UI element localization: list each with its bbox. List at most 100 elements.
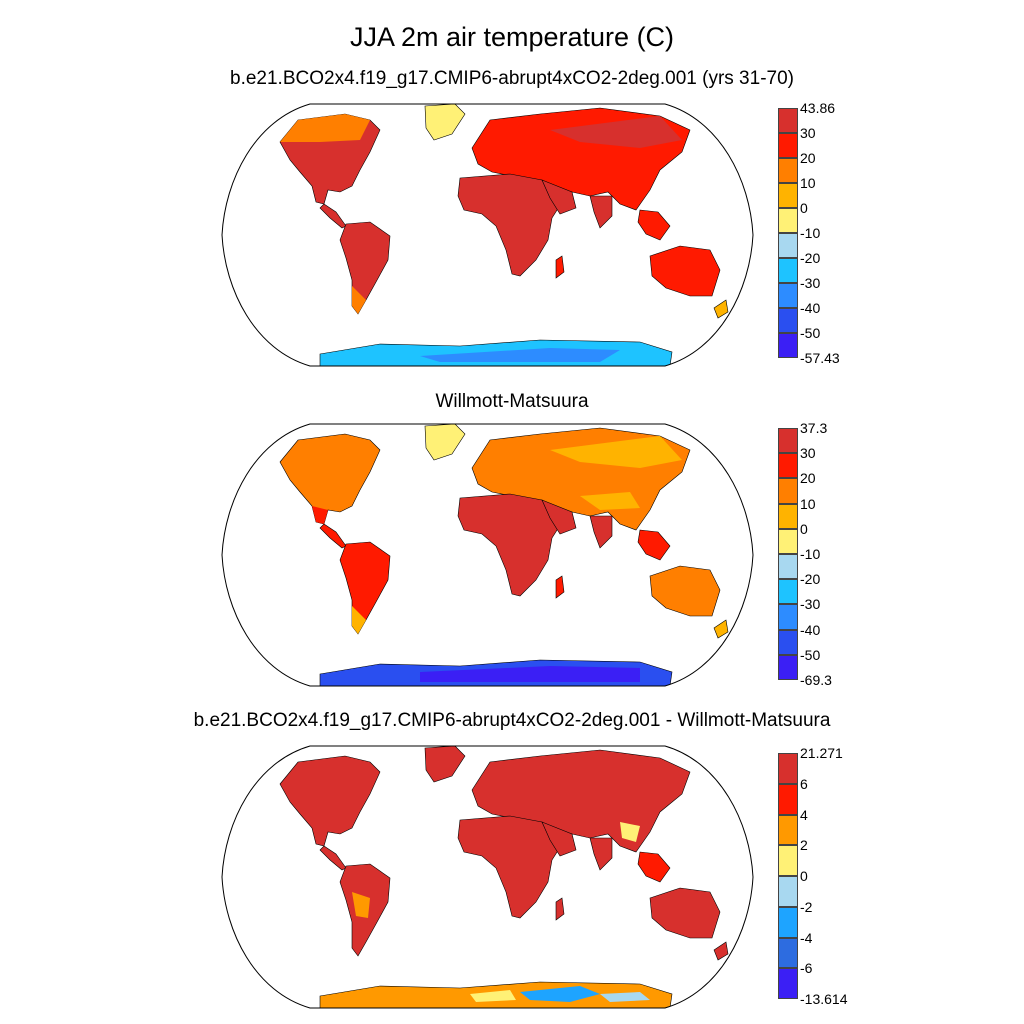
colorbar-swatch [778,233,798,258]
colorbar-tick-label: -4 [800,929,813,946]
land-newZealand [713,941,729,961]
land-arabia [541,499,577,535]
region-himalaya-accent [620,822,640,842]
region-antarctica-accent3 [600,992,650,1002]
colorbar-swatch [778,876,798,907]
colorbar-boxes [778,428,798,680]
panel-title-model: b.e21.BCO2x4.f19_g17.CMIP6-abrupt4xCO2-2… [230,68,794,89]
colorbar-tick-label: 0 [800,868,808,884]
land-layer [279,104,729,366]
colorbar-tick-label: -57.43 [800,350,840,366]
colorbar-swatch [778,183,798,208]
map-outline [221,423,754,687]
land-seAsia [637,851,671,883]
colorbar-swatch [778,333,798,358]
land-newZealand [713,299,729,319]
colorbar-boxes [778,108,798,358]
colorbar-swatch [778,133,798,158]
colorbar-swatch [778,478,798,504]
land-centralAmerica [319,523,347,549]
colorbar-swatch [778,579,798,605]
colorbar-swatch [778,503,798,529]
colorbar-tick-label: 37.3 [800,420,828,436]
land-arabia [541,821,577,857]
region-antarctica-accent [520,986,600,1002]
colorbar-tick-label: 20 [800,150,816,166]
colorbar-swatch [778,814,798,846]
colorbar-swatch [778,604,798,630]
region-antarctica-interior [420,348,620,362]
region-us-southwest [312,506,328,524]
land-india [589,195,613,229]
region-antarctica-accent2 [470,990,516,1002]
land-madagascar [555,897,565,921]
colorbar-boxes [778,753,798,999]
colorbar-tick-label: -20 [800,250,821,266]
colorbar-swatch [778,629,798,655]
colorbar-swatch [778,428,798,454]
colorbar-tick-label: -40 [800,621,821,638]
colorbar-tick-label: 20 [800,470,816,487]
colorbar-swatch [778,528,798,554]
land-newZealand [713,619,729,639]
colorbar-swatch [778,654,798,680]
colorbar-swatch [778,937,798,969]
colorbar-tick-label: -10 [800,225,821,241]
colorbar-tick-label: 43.86 [800,100,836,116]
colorbar-tick-label: 21.271 [800,745,843,761]
colorbar-tick-label: 30 [800,445,816,462]
region-arctic-canada [280,114,370,142]
land-centralAmerica [319,845,347,871]
land-seAsia [637,209,671,241]
map-panel-observations [221,423,754,687]
colorbar-tick-label: -50 [800,325,821,341]
region-amazon-accent [352,892,370,918]
colorbar-tick-label: -69.3 [800,672,832,688]
land-centralAmerica [319,203,347,229]
land-greenland [424,104,466,141]
region-siberia [550,436,682,468]
colorbar-tick-label: -20 [800,571,821,588]
land-greenland [424,424,466,461]
colorbar-tick-label: -50 [800,646,821,663]
colorbar-tick-label: 30 [800,125,816,141]
colorbar-tick-label: 4 [800,806,808,823]
land-madagascar [555,255,565,279]
colorbar-swatch [778,258,798,283]
colorbar-swatch [778,283,798,308]
colorbar-swatch [778,108,798,133]
colorbar-tick-label: -13.614 [800,991,848,1007]
land-madagascar [555,575,565,599]
land-arabia [541,179,577,215]
colorbar-model: 43.86 30 20 10 0 -10 -20 -30 -40 -50 -57.43 [778,100,868,366]
colorbar-tick-label: -2 [800,898,813,915]
colorbar-swatch [778,783,798,815]
colorbar-swatch [778,968,798,999]
colorbar-tick-label: -30 [800,275,821,291]
land-layer [279,746,729,1008]
colorbar-tick-label: 10 [800,495,816,512]
colorbar-tick-label: 0 [800,200,808,216]
land-australia [649,887,721,939]
colorbar-swatch [778,845,798,876]
colorbar-swatch [778,308,798,333]
region-siberia [550,116,682,148]
map-panel-difference [221,745,754,1009]
land-layer [279,424,729,686]
colorbar-tick-label: -6 [800,960,813,977]
colorbar-swatch [778,553,798,580]
colorbar-difference: 21.271 6 4 2 0 -2 -4 -6 -13.614 [778,745,868,1007]
land-india [589,837,613,871]
colorbar-observations: 37.3 30 20 10 0 -10 -20 -30 -40 -50 -69.3 [778,420,868,688]
map-outline [221,745,754,1009]
colorbar-tick-label: -10 [800,546,821,562]
land-seAsia [637,529,671,561]
colorbar-tick-label: 6 [800,775,808,792]
colorbar-swatch [778,208,798,233]
land-greenland [424,746,466,783]
land-australia [649,245,721,297]
colorbar-tick-label: 0 [800,520,808,537]
land-australia [649,565,721,617]
colorbar-swatch [778,906,798,938]
map-outline [221,103,754,367]
